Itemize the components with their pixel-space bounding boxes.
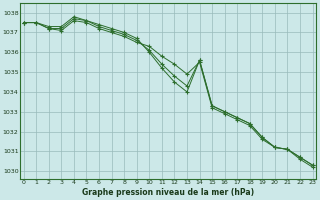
X-axis label: Graphe pression niveau de la mer (hPa): Graphe pression niveau de la mer (hPa): [82, 188, 254, 197]
